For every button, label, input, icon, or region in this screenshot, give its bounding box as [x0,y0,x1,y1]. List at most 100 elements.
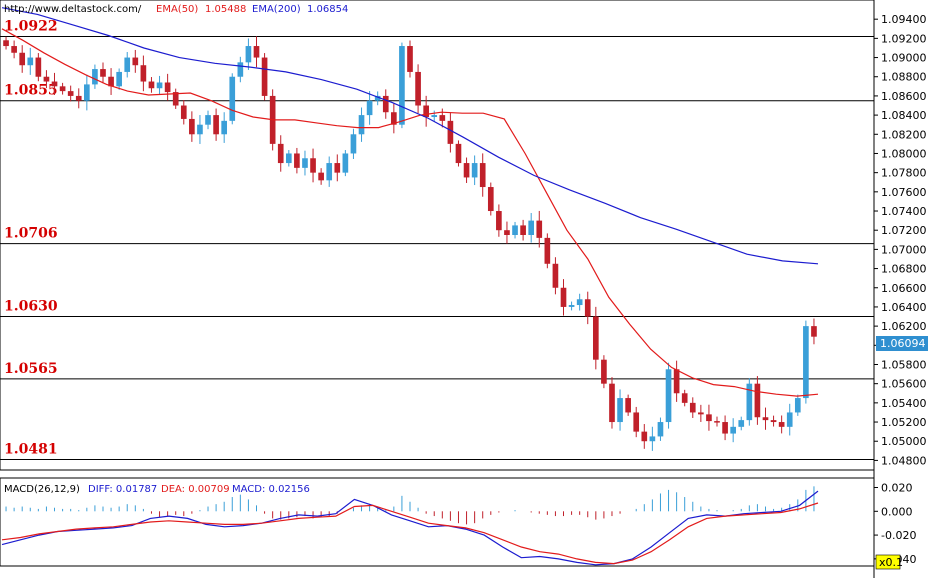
candle-body [496,211,502,231]
price-tick-label: 1.07200 [881,224,927,237]
candle-body [245,46,252,63]
candle-body [617,398,623,423]
current-price-label: 1.06094 [880,337,926,350]
ema200-value: 1.06854 [307,4,348,15]
candle-body [601,359,607,384]
candle-body [124,57,131,72]
candle-body [730,426,736,434]
macd-dea-value: DEA: 0.00709 [161,484,230,495]
level-label: 1.0922 [4,18,58,34]
candle-body [649,436,656,442]
candle-body [641,431,648,442]
candle-body [479,163,486,188]
candle-body [786,412,793,427]
candle-body [528,220,535,235]
price-tick-label: 1.05400 [881,397,927,410]
candle-body [43,76,50,82]
candle-body [592,316,599,360]
price-tick-label: 1.08800 [881,71,927,84]
candle-body [19,52,26,66]
candle-body [487,187,494,212]
macd-panel[interactable] [0,477,875,567]
candle-body [132,57,139,66]
price-tick-label: 1.05600 [881,378,927,391]
candle-body [657,422,664,437]
candle-body [27,57,34,66]
candle-body [302,158,308,168]
candle-body [512,225,518,235]
candle-body [148,81,155,89]
candle-body [116,71,122,87]
candle-body [447,120,454,144]
price-tick-label: 1.09200 [881,32,927,45]
level-label: 1.0855 [4,83,58,99]
price-tick-label: 1.07800 [881,167,927,180]
level-label: 1.0565 [4,361,58,377]
macd-scale-badge[interactable] [875,554,901,570]
price-tick-label: 1.08000 [881,147,927,160]
ema50-label: EMA(50) [156,4,198,15]
candle-body [213,115,219,135]
price-panel[interactable] [0,0,875,471]
candle-body [738,420,745,427]
candle-body [84,84,90,101]
ema50-value: 1.05488 [205,4,246,15]
price-tick-label: 1.06600 [881,282,927,295]
candle-body [794,398,801,413]
candle-body [180,105,187,119]
price-tick-label: 1.07600 [881,186,927,199]
macd-diff-value: DIFF: 0.01787 [88,484,157,495]
candle-body [334,163,341,173]
candle-body [544,237,551,264]
candle-body [294,153,300,168]
price-tick-label: 1.05800 [881,358,927,371]
candle-body [11,46,17,53]
price-tick-label: 1.06400 [881,301,927,314]
candle-body [205,115,211,125]
candle-body [584,299,591,317]
candle-body [689,402,696,413]
level-label: 1.0630 [4,299,58,315]
candle-body [665,369,672,423]
candle-body [706,414,712,422]
price-tick-label: 1.06200 [881,320,927,333]
macd-tick-label: 0.000 [881,505,913,518]
candle-body [431,115,438,118]
price-axis-ticks: 1.09400 1.09200 1.09000 1.08800 1.08600 1.084… [874,13,927,467]
candle-body [778,422,785,427]
candle-body [439,115,446,121]
candlestick-series [3,36,817,451]
candle-body [568,305,575,307]
candle-body [326,163,333,181]
level-label: 1.0481 [4,441,58,457]
candle-body [746,383,753,421]
candle-body [3,40,9,47]
macd-scale-label: x0.1 [879,556,903,569]
candle-body [108,76,114,87]
candle-body [350,134,357,154]
candle-body [576,299,583,306]
candle-body [552,263,559,288]
candle-body [762,417,769,421]
candle-body [625,398,631,413]
candle-body [253,46,260,58]
candle-body [407,46,413,72]
price-tick-label: 1.08400 [881,109,927,122]
price-tick-label: 1.09000 [881,52,927,65]
candle-body [318,172,324,181]
candle-body [342,153,349,173]
candle-body [520,225,526,235]
price-tick-label: 1.08600 [881,90,927,103]
candle-body [358,115,365,135]
candle-body [172,92,179,106]
candle-body [471,163,478,178]
macd-tick-label: 0.020 [881,482,913,495]
candle-body [156,82,163,89]
candle-body [100,69,106,77]
candle-body [92,69,98,85]
price-tick-label: 1.05000 [881,435,927,448]
candle-body [67,91,74,96]
candle-body [261,57,268,96]
